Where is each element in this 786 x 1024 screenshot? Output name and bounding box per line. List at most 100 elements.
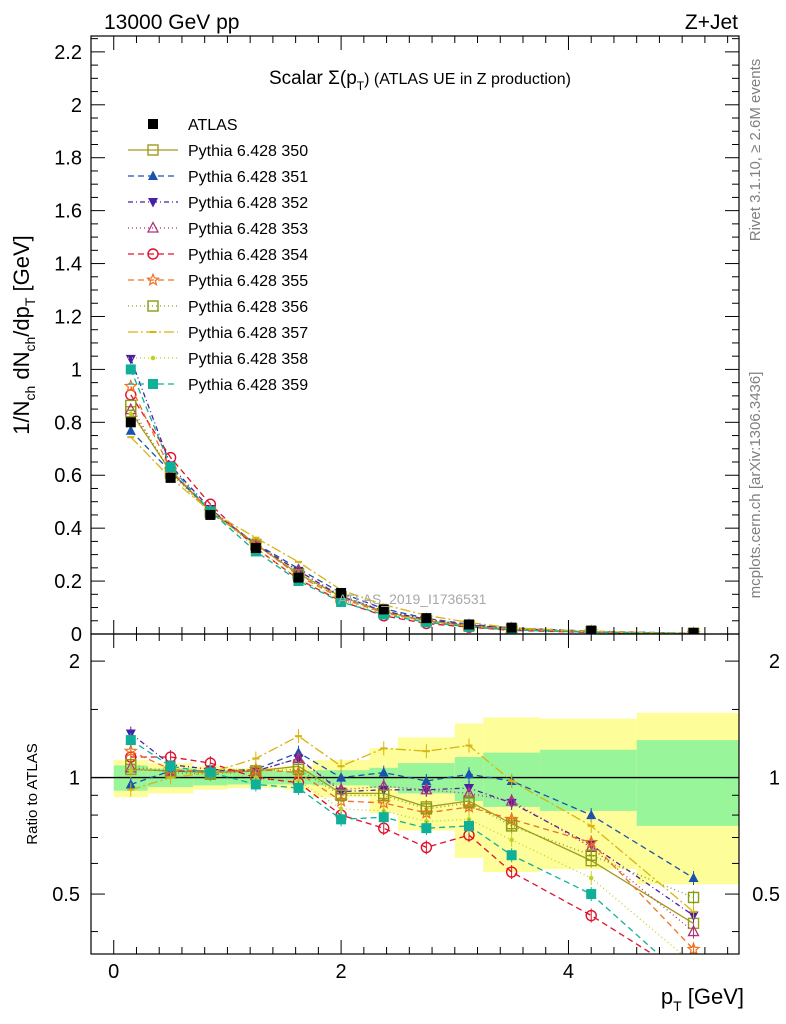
y-tick-label: 1.4: [54, 254, 82, 276]
ratio-point-4: [505, 866, 518, 878]
ratio-y-tick-label: 1: [69, 768, 80, 790]
ratio-point-8: [509, 837, 514, 843]
ratio-point-9: [125, 735, 136, 746]
x-axis-label: pT [GeV]: [661, 984, 744, 1014]
axis-ticks: 0 2 4 0 0.2 0.4 0.6 0.8 1 1.2 1.4 1.6 1.8 2 2.2 0.5 0.5 1…: [52, 36, 780, 983]
atlas-point: [205, 509, 216, 520]
ratio-point-1: [464, 768, 474, 779]
watermark: ATLAS_2019_I1736531: [338, 591, 487, 607]
ratio-point-9: [293, 782, 304, 793]
x-tick-label: 4: [563, 961, 574, 983]
ratio-point-9: [205, 767, 216, 778]
series-line-3: [130, 409, 694, 634]
header-left: 13000 GeV pp: [104, 11, 239, 34]
series-point-9: [125, 364, 136, 375]
y-tick-label: 0: [71, 624, 82, 646]
ratio-point-1: [688, 872, 699, 883]
ratio-point-8: [588, 875, 594, 881]
ratio-point-9: [586, 889, 597, 900]
legend-marker: [145, 272, 161, 286]
legend-label: Pythia 6.428 356: [188, 299, 308, 316]
atlas-point: [688, 627, 699, 634]
ratio-y-tick-label-right: 0.5: [752, 884, 780, 906]
ratio-point-5: [686, 941, 701, 954]
legend-label: Pythia 6.428 353: [188, 221, 308, 238]
ylabel-a-sub: ch: [22, 386, 38, 401]
legend-label: Pythia 6.428 358: [188, 351, 308, 368]
ratio-line-5: [130, 750, 694, 950]
series-point-6: [125, 399, 137, 412]
ylabel-b: dN: [9, 352, 34, 386]
ratio-series: [123, 726, 701, 967]
series-line-4: [130, 394, 694, 634]
series-point-9: [165, 461, 176, 472]
xlabel-b: [GeV]: [682, 984, 744, 1009]
x-tick-label: 2: [336, 961, 347, 983]
mcplots-label: mcplots.cern.ch [arXiv:1306.3436]: [747, 372, 764, 599]
y-tick-label: 1.8: [54, 148, 82, 170]
ratio-point-4: [420, 841, 433, 854]
ratio-point-6: [585, 849, 597, 861]
ratio-point-1: [336, 772, 347, 782]
legend-marker: [148, 198, 158, 208]
legend-label: Pythia 6.428 350: [188, 143, 308, 160]
ratio-line-7: [130, 735, 694, 913]
main-series: [123, 354, 701, 634]
ratio-point-9: [378, 812, 389, 823]
legend-marker: [148, 119, 158, 129]
atlas-point: [421, 613, 432, 624]
ratio-point-3: [420, 782, 433, 795]
series-line-7: [130, 436, 694, 634]
legend-label: Pythia 6.428 359: [188, 377, 308, 394]
ratio-point-1: [421, 775, 432, 785]
ratio-point-9: [421, 823, 432, 834]
ratio-point-6: [505, 820, 518, 832]
ratio-y-tick-label-right: 1: [769, 768, 780, 790]
plot-title: Scalar Σ(pT) (ATLAS UE in Z production): [269, 68, 571, 93]
atlas-point: [464, 619, 474, 630]
rivet-label: Rivet 3.1.10, ≥ 2.6M events: [747, 59, 764, 242]
legend-marker: [146, 221, 160, 233]
series-point-5: [123, 378, 138, 393]
ratio-point-1: [586, 809, 597, 820]
series-point-1: [125, 425, 136, 435]
ylabel-c: /dp: [9, 306, 34, 337]
legend-label: Pythia 6.428 351: [188, 169, 308, 186]
ylabel-a: 1/N: [9, 401, 34, 435]
y-tick-label: 0.4: [54, 518, 82, 540]
series-point-9: [378, 609, 389, 620]
y-tick-label: 1: [71, 359, 82, 381]
ratio-point-6: [687, 891, 700, 904]
y-tick-label: 0.2: [54, 571, 82, 593]
ratio-y-axis-label: Ratio to ATLAS: [24, 743, 41, 844]
ratio-point-5: [584, 835, 599, 849]
legend-label: Pythia 6.428 355: [188, 273, 308, 290]
atlas-point: [293, 572, 304, 583]
ratio-point-1: [378, 767, 389, 777]
series-line-9: [130, 369, 694, 634]
ratio-point-3: [505, 794, 518, 806]
legend-marker: [148, 379, 158, 389]
y-axis-label: 1/Nch dNch/dpT [GeV]: [9, 235, 38, 435]
ratio-point-9: [464, 820, 474, 831]
ratio-point-9: [336, 814, 347, 825]
legend-label: ATLAS: [188, 117, 238, 134]
atlas-point: [336, 587, 347, 598]
ratio-point-9: [165, 761, 176, 772]
ratio-line-0: [130, 765, 694, 924]
ratio-point-6: [378, 789, 390, 801]
band-inner-bin: [540, 749, 637, 811]
legend-label: Pythia 6.428 352: [188, 195, 308, 212]
svg-text:1/Nch dNch/dpT [GeV]: 1/Nch dNch/dpT [GeV]: [9, 235, 38, 435]
legend-marker: [147, 300, 159, 312]
ratio-point-8: [128, 768, 134, 774]
plot-title-sub: T: [357, 79, 365, 93]
ratio-point-8: [691, 962, 696, 967]
ratio-bands: [91, 712, 739, 885]
y-tick-label: 2: [71, 95, 82, 117]
y-tick-label: 1.2: [54, 306, 82, 328]
series-point-0: [125, 406, 137, 418]
ratio-point-8: [296, 778, 301, 784]
series-point-8: [128, 411, 134, 417]
